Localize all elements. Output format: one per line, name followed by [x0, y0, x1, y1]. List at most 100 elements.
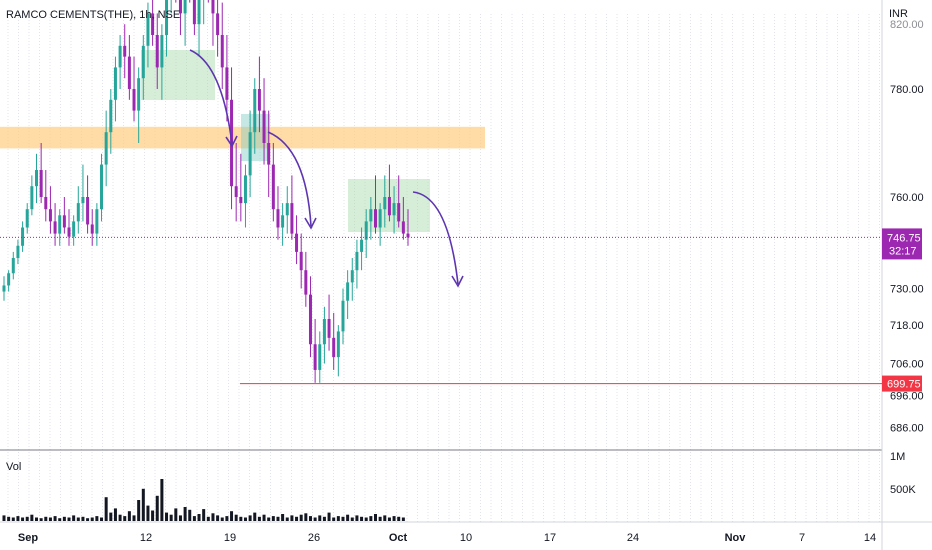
volume-bar [206, 516, 210, 521]
volume-bar [11, 517, 15, 521]
support-price-badge [882, 375, 922, 392]
candle-body [373, 209, 377, 228]
candle-body [355, 251, 359, 271]
time-tick-label: 14 [864, 532, 876, 544]
candle-body [318, 344, 322, 370]
candle-body [58, 215, 62, 234]
volume-bar [53, 516, 57, 521]
resistance-zone [0, 126, 485, 149]
curved-arrow [412, 191, 459, 285]
time-tick-label: 10 [460, 532, 472, 544]
volume-bar [253, 512, 257, 521]
volume-bar [123, 516, 127, 521]
volume-bar [225, 516, 229, 521]
volume-bar [95, 516, 99, 521]
volume-bar [262, 514, 266, 521]
time-tick-label: 26 [308, 532, 320, 544]
candle-body [118, 45, 122, 68]
candle-body [137, 78, 141, 111]
curved-arrow [189, 49, 233, 145]
candle-body [406, 233, 410, 238]
price-tick-label: 686.00 [890, 423, 924, 435]
volume-bar [271, 516, 275, 521]
annotation-arrows [189, 49, 464, 288]
volume-bar [76, 517, 80, 521]
time-tick-label: 12 [140, 532, 152, 544]
volume-bar [211, 513, 215, 521]
volume-bar [230, 511, 234, 521]
candle-body [178, 0, 182, 14]
candle-body [7, 273, 11, 286]
candle-body [30, 186, 34, 210]
candle-body [197, 0, 201, 25]
candle-body [341, 300, 345, 332]
volume-bar [72, 515, 76, 521]
candle-body [387, 197, 391, 216]
candle-body [25, 209, 29, 228]
candle-body [369, 209, 373, 222]
volume-bar [346, 514, 350, 521]
volume-bar [401, 517, 405, 521]
volume-bar [350, 517, 354, 521]
candle-body [141, 45, 145, 79]
candle-body [183, 0, 187, 14]
curved-arrow [267, 131, 312, 227]
candle-body [113, 67, 117, 100]
volume-bar [132, 515, 136, 521]
candle-body [336, 331, 340, 358]
candle-body [327, 319, 331, 338]
candle-body [360, 239, 364, 252]
candle-body [48, 209, 52, 222]
volume-bar [336, 516, 340, 521]
volume-bar [67, 517, 71, 521]
candle-body [248, 132, 252, 176]
candle-body [313, 344, 317, 370]
candle-body [11, 258, 15, 274]
arrow-head [451, 275, 464, 288]
volume-bar [313, 517, 317, 521]
volume-bar [39, 518, 43, 521]
time-tick-label: Nov [725, 532, 747, 544]
time-tick-label: 19 [224, 532, 236, 544]
price-tick-label: 696.00 [890, 391, 924, 403]
candle-body [220, 35, 224, 68]
time-tick-label: 17 [544, 532, 556, 544]
volume-bar [7, 516, 11, 521]
volume-bar [234, 514, 238, 521]
volume-bar [146, 505, 150, 521]
candle-body [299, 251, 303, 271]
candle-body [211, 0, 215, 14]
volume-bar [387, 517, 391, 521]
candle-body [281, 215, 285, 228]
volume-bar [2, 515, 6, 521]
volume-bar [267, 517, 271, 521]
volume-bar [169, 514, 173, 521]
volume-bar [104, 497, 108, 521]
support-price-value: 699.75 [887, 379, 921, 391]
price-tick-label: 780.00 [890, 84, 924, 96]
price-tick-label: 820.00 [890, 19, 924, 31]
volume-bar [392, 516, 396, 521]
candle-body [2, 285, 6, 292]
candle-body [86, 197, 90, 225]
volume-bar [21, 517, 25, 521]
candle-body [346, 282, 350, 301]
candle-body [308, 294, 312, 345]
volume-bar [364, 517, 368, 521]
last-price-badge [882, 228, 922, 260]
volume-bar [16, 516, 20, 521]
volume-bar [62, 516, 66, 521]
volume-bar [48, 517, 52, 521]
volume-bar [81, 516, 85, 521]
volume-bar [360, 516, 364, 521]
volume-bar [44, 516, 48, 521]
volume-bar [178, 515, 182, 521]
volume-bar [197, 514, 201, 521]
volume-bar [137, 500, 141, 521]
volume-bar [58, 518, 62, 521]
volume-bar [239, 516, 243, 521]
candle-body [267, 143, 271, 165]
candle-body [401, 221, 405, 234]
